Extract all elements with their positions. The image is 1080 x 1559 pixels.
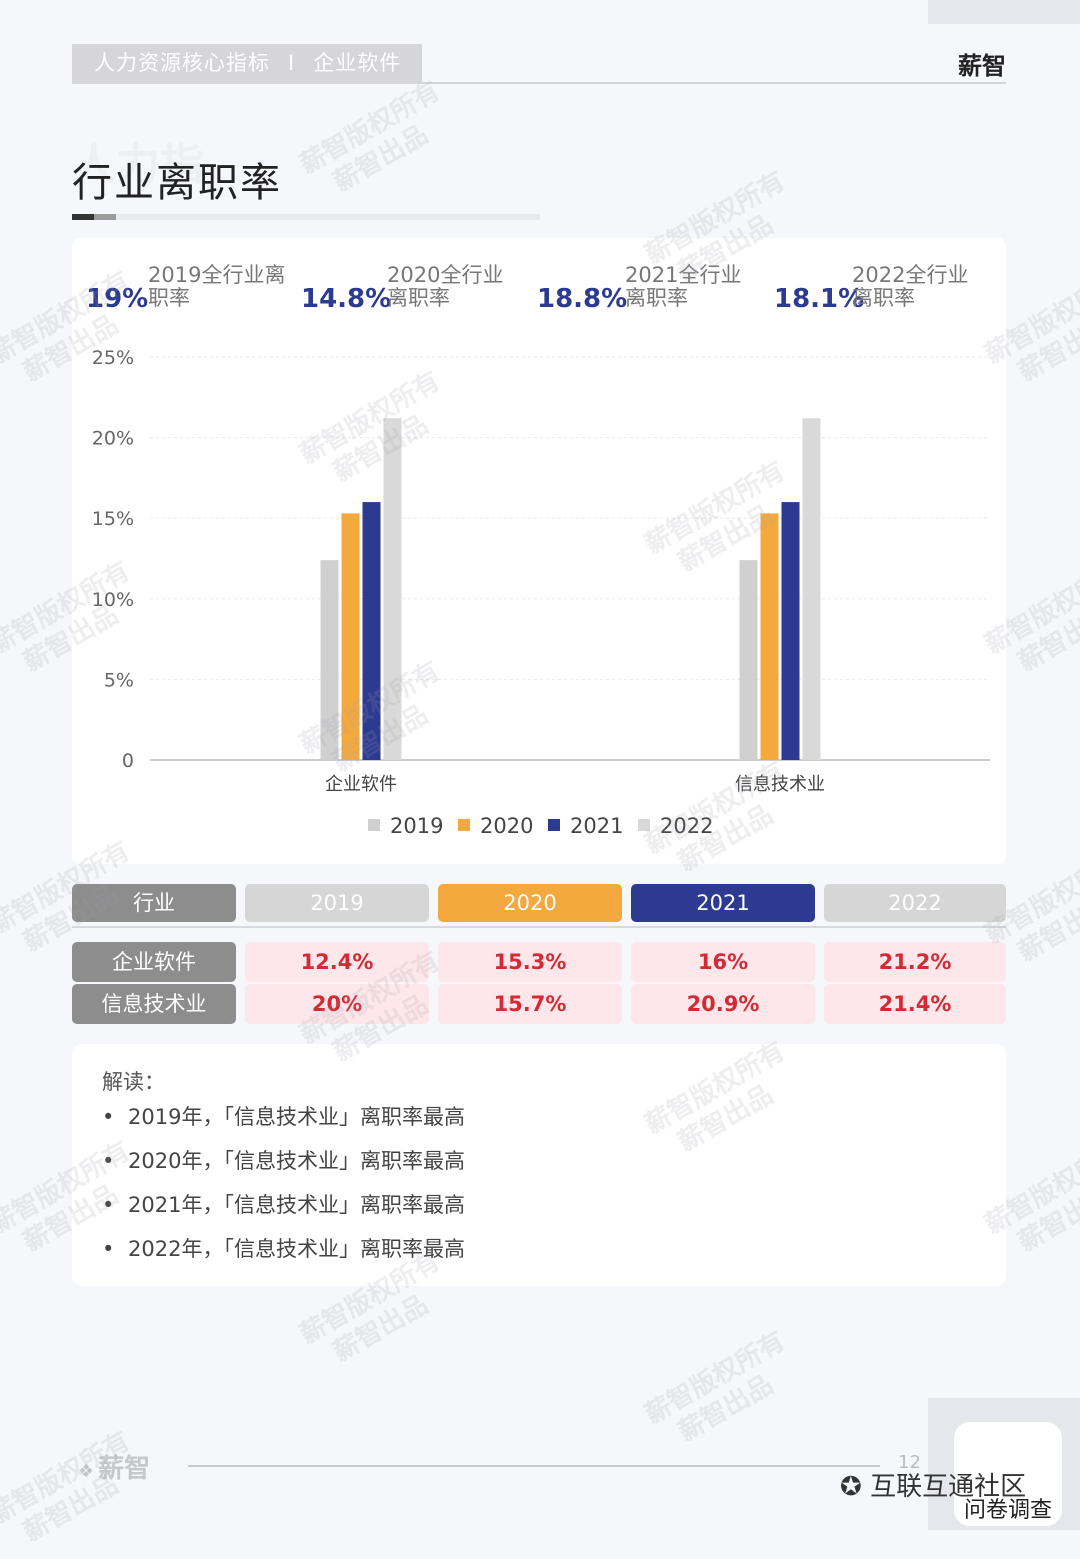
bar-2022	[802, 418, 821, 760]
footer-logo: ❖ 薪智	[78, 1448, 150, 1485]
kpi-label: 2021全行业离职率	[625, 263, 742, 310]
y-tick-label: 15%	[92, 508, 134, 530]
list-item: 2022年，「信息技术业」离职率最高	[102, 1234, 465, 1278]
legend-label: 2020	[480, 814, 533, 838]
page-title: 行业离职率	[72, 160, 282, 206]
page-number: 12	[898, 1452, 921, 1473]
y-tick-label: 10%	[92, 589, 134, 611]
table-header-year: 2020	[438, 884, 622, 922]
table-header-year: 2022	[824, 884, 1006, 922]
watermark: 薪智版权所有薪智出品	[294, 76, 446, 198]
table-cell: 15.7%	[438, 984, 622, 1024]
legend-swatch	[458, 819, 470, 831]
chart-card: 19% 2019全行业离职率 14.8% 2020全行业离职率 18.8% 20…	[72, 238, 1006, 864]
footer-divider	[188, 1465, 880, 1467]
kpi-value: 18.1%	[774, 284, 865, 314]
table-cell: 20%	[245, 984, 429, 1024]
watermark: 薪智版权所有薪智出品	[0, 1426, 136, 1548]
breadcrumb: 人力资源核心指标 I 企业软件	[72, 44, 422, 82]
breadcrumb-separator: I	[288, 51, 296, 75]
wechat-subtitle: 问卷调查	[964, 1498, 1053, 1523]
list-item: 2019年，「信息技术业」离职率最高	[102, 1102, 465, 1146]
bar-2020	[341, 513, 360, 760]
table-header-year: 2021	[631, 884, 815, 922]
legend-label: 2022	[660, 814, 713, 838]
legend-label: 2021	[570, 814, 623, 838]
bar-2021	[781, 502, 800, 760]
table-row-industry: 企业软件	[72, 942, 236, 982]
notes-card: 解读： 2019年，「信息技术业」离职率最高 2020年，「信息技术业」离职率最…	[72, 1044, 1006, 1286]
kpi-label: 2020全行业离职率	[387, 263, 504, 310]
list-item: 2021年，「信息技术业」离职率最高	[102, 1190, 465, 1234]
legend-swatch	[548, 819, 560, 831]
table-cell: 21.4%	[824, 984, 1006, 1024]
table-divider	[72, 926, 1006, 928]
wechat-icon: ✪	[840, 1472, 862, 1502]
header-divider	[72, 82, 1006, 84]
breadcrumb-subsection: 企业软件	[313, 51, 402, 75]
bar-2019	[739, 560, 758, 760]
bar-2021	[362, 502, 381, 760]
legend-swatch	[638, 819, 650, 831]
table-header-year: 2019	[245, 884, 429, 922]
y-tick-label: 20%	[92, 428, 134, 450]
ghost-title: 人力指	[72, 139, 204, 190]
y-tick-label: 0	[122, 750, 134, 772]
wechat-account-name: 互联互通社区	[870, 1472, 1027, 1502]
logo-icon: ❖	[78, 1461, 95, 1482]
brand-name: 薪智	[958, 52, 1006, 80]
bar-2022	[383, 418, 402, 760]
notes-title: 解读：	[102, 1070, 165, 1094]
table-cell: 12.4%	[245, 942, 429, 982]
x-tick-label: 企业软件	[325, 774, 397, 795]
kpi-value: 18.8%	[537, 284, 628, 314]
qr-code-box	[954, 1422, 1062, 1526]
x-tick-label: 信息技术业	[735, 774, 825, 795]
legend-swatch	[368, 819, 380, 831]
notes-list: 2019年，「信息技术业」离职率最高 2020年，「信息技术业」离职率最高 20…	[102, 1102, 465, 1278]
title-underline	[72, 214, 540, 220]
corner-decoration-top	[928, 0, 1080, 24]
table-cell: 16%	[631, 942, 815, 982]
footer-logo-text: 薪智	[98, 1454, 151, 1484]
bar-2019	[320, 560, 339, 760]
table-header-industry: 行业	[72, 884, 236, 922]
kpi-label: 2019全行业离职率	[148, 263, 286, 310]
kpi-value: 19%	[86, 284, 149, 314]
bar-chart: 25% 20% 15% 10% 5% 0 企业软件 信息技术业 2019 2020 2021 2022	[92, 347, 990, 838]
watermark: 薪智版权所有薪智出品	[639, 1326, 791, 1448]
bar-2020	[760, 513, 779, 760]
table-cell: 20.9%	[631, 984, 815, 1024]
table-cell: 21.2%	[824, 942, 1006, 982]
wechat-account: ✪ 互联互通社区	[840, 1466, 1026, 1503]
table-row-industry: 信息技术业	[72, 984, 236, 1024]
y-tick-label: 25%	[92, 347, 134, 369]
legend-label: 2019	[390, 814, 443, 838]
kpi-label: 2022全行业离职率	[852, 263, 969, 310]
breadcrumb-section: 人力资源核心指标	[94, 51, 270, 75]
list-item: 2020年，「信息技术业」离职率最高	[102, 1146, 465, 1190]
kpi-value: 14.8%	[301, 284, 392, 314]
table-cell: 15.3%	[438, 942, 622, 982]
y-tick-label: 5%	[104, 669, 134, 691]
